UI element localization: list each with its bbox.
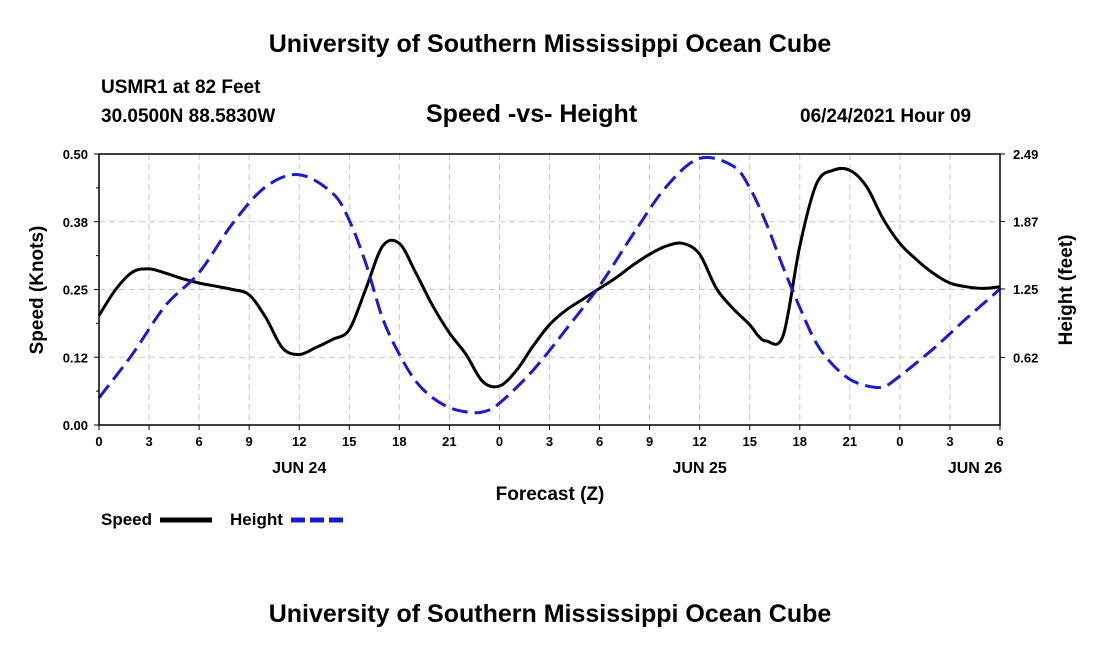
speed-series-line: [97, 166, 1001, 389]
grid-lines: [99, 154, 1000, 425]
legend-speed-label: Speed: [101, 510, 152, 529]
legend-height-label: Height: [230, 510, 283, 529]
y2-tick-label: 1.87: [1013, 214, 1038, 229]
y2-axis-label: Height (feet): [1056, 235, 1077, 346]
y2-tick-label: 0.62: [1013, 351, 1038, 366]
y-tick-label: 0.25: [63, 283, 88, 298]
x-tick-label: 0: [496, 434, 503, 449]
y-axis-label: Speed (Knots): [27, 226, 48, 355]
footer-title: University of Southern Mississippi Ocean…: [268, 600, 832, 628]
x-tick-label: 15: [742, 434, 756, 449]
x-tick-label: 6: [195, 434, 202, 449]
station-label: USMR1 at 82 Feet: [101, 77, 261, 98]
x-tick-label: 18: [793, 434, 807, 449]
x-tick-label: 9: [246, 434, 253, 449]
y-tick-label: 0.12: [63, 350, 88, 365]
x-tick-label: 6: [596, 434, 603, 449]
x-tick-label: 12: [292, 434, 306, 449]
y-tick-label: 0.00: [63, 418, 88, 433]
date-label: JUN 24: [272, 460, 326, 477]
legend: Speed Height: [101, 510, 343, 529]
page-title: University of Southern Mississippi Ocean…: [268, 30, 832, 58]
station-coordinates: 30.0500N 88.5830W: [101, 106, 276, 127]
chart-title: Speed -vs- Height: [426, 100, 638, 128]
date-label: JUN 25: [673, 460, 727, 477]
y-tick-label: 0.50: [63, 147, 88, 162]
x-tick-label: 21: [843, 434, 857, 449]
x-tick-label: 18: [392, 434, 406, 449]
forecast-datetime: 06/24/2021 Hour 09: [800, 106, 972, 127]
y2-tick-label: 2.49: [1013, 147, 1038, 162]
x-tick-label: 15: [342, 434, 356, 449]
x-tick-label: 12: [692, 434, 706, 449]
x-tick-label: 6: [996, 434, 1003, 449]
y-tick-label: 0.38: [63, 215, 88, 230]
x-axis-label: Forecast (Z): [496, 484, 605, 505]
height-series-line: [97, 155, 1001, 415]
date-label: JUN 26: [948, 460, 1002, 477]
series-lines: [97, 155, 1001, 415]
x-tick-label: 3: [145, 434, 152, 449]
axes: 0 3 6 9 12 15 18 21 0 3 6 9 12 15 18 21 0 3 6 0.00 0.12 0.25 0…: [63, 147, 1039, 477]
x-tick-label: 3: [946, 434, 953, 449]
x-tick-label: 0: [896, 434, 903, 449]
y2-tick-label: 1.25: [1013, 282, 1038, 297]
x-tick-label: 3: [546, 434, 553, 449]
x-tick-label: 9: [646, 434, 653, 449]
x-tick-label: 21: [442, 434, 456, 449]
x-tick-label: 0: [95, 434, 102, 449]
